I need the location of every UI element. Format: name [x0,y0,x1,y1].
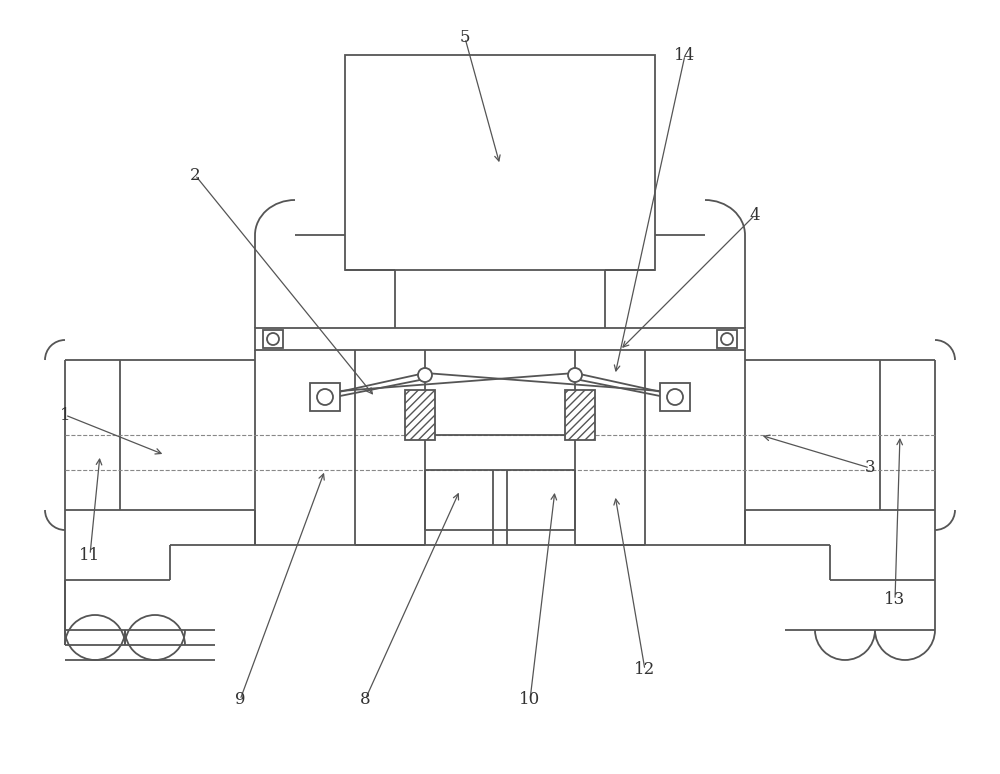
Text: 8: 8 [360,691,370,708]
Text: 5: 5 [460,29,470,46]
Text: 9: 9 [235,691,245,708]
Circle shape [267,333,279,345]
Text: 11: 11 [79,546,101,563]
Bar [345,55,655,270]
Bar [660,383,690,411]
Bar [717,330,737,348]
Circle shape [667,389,683,405]
Bar [255,328,745,350]
Bar [405,390,435,440]
Text: 12: 12 [634,662,656,679]
Circle shape [418,368,432,382]
Bar [263,330,283,348]
Circle shape [317,389,333,405]
Text: 13: 13 [884,591,906,608]
Bar [310,383,340,411]
Circle shape [568,368,582,382]
Text: 4: 4 [750,207,760,224]
Text: 2: 2 [190,166,200,183]
Bar [565,390,595,440]
Text: 1: 1 [60,406,70,423]
Circle shape [721,333,733,345]
Text: 10: 10 [519,691,541,708]
Text: 14: 14 [674,46,696,63]
Text: 3: 3 [865,460,875,477]
